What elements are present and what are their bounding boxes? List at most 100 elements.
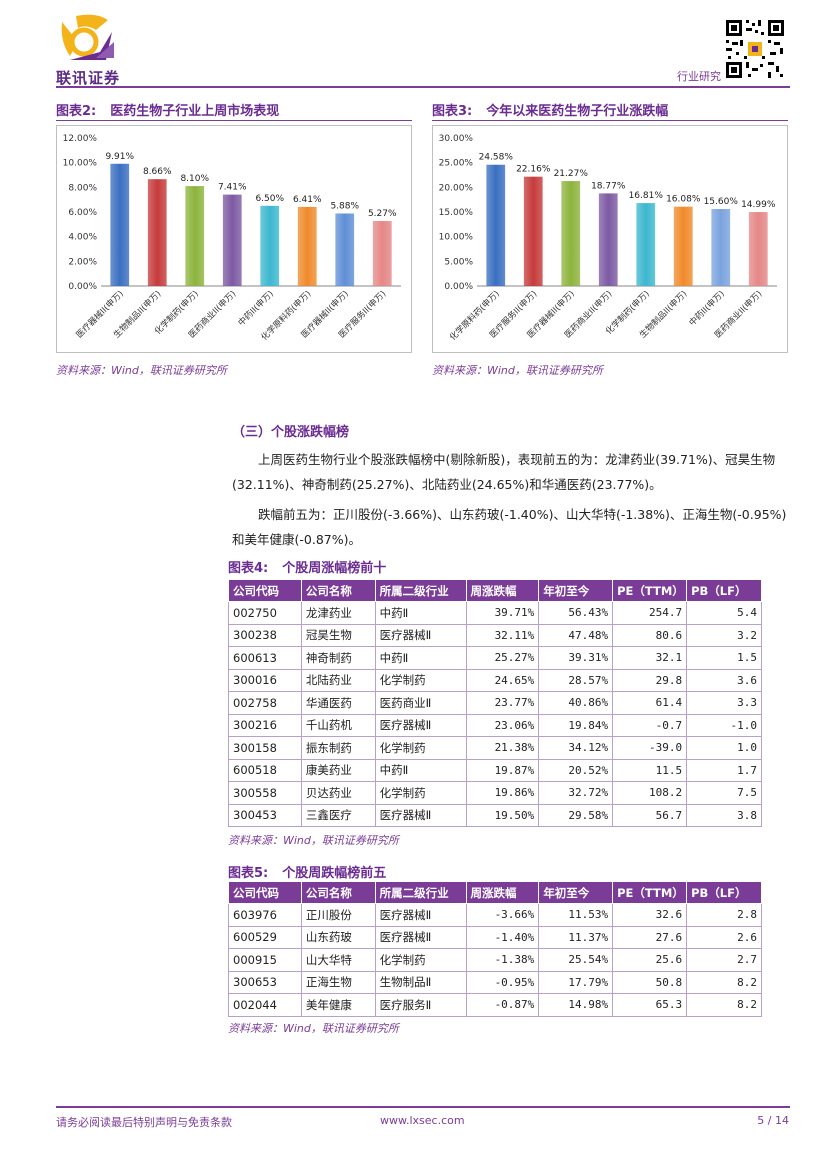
section3-paragraph1: 上周医药生物行业个股涨跌幅榜中(剔除新股)，表现前五的为：龙津药业(39.71%… bbox=[232, 452, 776, 492]
table-cell: 24.65% bbox=[465, 668, 540, 692]
table-cell: 27.6 bbox=[612, 925, 688, 949]
table-cell: 正海生物 bbox=[300, 970, 376, 994]
data-label: 9.91% bbox=[105, 152, 134, 162]
figure4-title-text: 个股周涨幅榜前十 bbox=[282, 561, 387, 576]
bar bbox=[222, 194, 242, 286]
data-label: 6.50% bbox=[255, 194, 284, 204]
footer-page-number: 5 / 14 bbox=[757, 1114, 789, 1127]
data-label: 16.81% bbox=[629, 191, 664, 201]
table-cell: 300216 bbox=[228, 713, 302, 737]
column-header: PB（LF） bbox=[686, 881, 762, 904]
table-cell: 19.86% bbox=[465, 781, 540, 805]
data-label: 14.99% bbox=[741, 200, 776, 210]
data-label: 7.41% bbox=[218, 183, 247, 193]
figure5-number: 图表5: bbox=[228, 866, 269, 881]
table-cell: 600529 bbox=[228, 925, 302, 949]
table-cell: 19.87% bbox=[465, 758, 540, 782]
table-cell: -1.40% bbox=[465, 925, 540, 949]
bar-chart-svg: 0.00% 2.00% 4.00% 6.00% 8.00% 10.00% 12.00% 9.9… bbox=[63, 134, 401, 343]
figure4-number: 图表4: bbox=[228, 561, 269, 576]
table-cell: 56.7 bbox=[612, 803, 688, 827]
table-cell: 医疗服务Ⅱ bbox=[374, 993, 467, 1017]
bar bbox=[110, 163, 130, 286]
figure3-chart: 0.00% 5.00% 10.00% 15.00% 20.00% 25.00% 30.00%… bbox=[432, 125, 788, 353]
table-header-row: 公司代码 公司名称 所属二级行业 周涨跌幅 年初至今 PE（TTM） PB（LF） bbox=[228, 579, 762, 602]
table-cell: 山东药玻 bbox=[300, 925, 376, 949]
y-tick-label: 30.00% bbox=[439, 134, 474, 144]
table-cell: -3.66% bbox=[465, 903, 540, 927]
table-cell: 正川股份 bbox=[300, 903, 376, 927]
table-row: 000915 山大华特 化学制药 -1.38% 25.54% 25.6 2.7 bbox=[228, 948, 762, 972]
data-label: 5.88% bbox=[330, 201, 359, 211]
table-cell: 3.8 bbox=[686, 803, 762, 827]
table-cell: 28.57% bbox=[538, 668, 614, 692]
table-cell: 三鑫医疗 bbox=[300, 803, 376, 827]
column-header: 公司名称 bbox=[300, 579, 376, 602]
table-row: 600529 山东药玻 医疗器械Ⅱ -1.40% 11.37% 27.6 2.6 bbox=[228, 925, 762, 949]
table-cell: 化学制药 bbox=[374, 948, 467, 972]
table-cell: 300016 bbox=[228, 668, 302, 692]
figure2-title: 图表2: 医药生物子行业上周市场表现 bbox=[56, 100, 279, 119]
y-tick-label: 10.00% bbox=[439, 233, 474, 243]
table-cell: 47.48% bbox=[538, 623, 614, 647]
data-label: 24.58% bbox=[479, 153, 514, 163]
table-cell: 11.53% bbox=[538, 903, 614, 927]
table-cell: -0.95% bbox=[465, 970, 540, 994]
table-cell: 医疗器械Ⅱ bbox=[374, 713, 467, 737]
column-header: 年初至今 bbox=[538, 579, 614, 602]
x-tick-label: 中药II(申万) bbox=[236, 288, 276, 328]
table-cell: 2.6 bbox=[686, 925, 762, 949]
table-cell: 化学制药 bbox=[374, 668, 467, 692]
footer-disclaimer: 请务必阅读最后特别声明与免责条款 bbox=[56, 1116, 232, 1129]
data-label: 22.16% bbox=[516, 165, 551, 175]
table-cell: 11.37% bbox=[538, 925, 614, 949]
table-cell: 化学制药 bbox=[374, 736, 467, 760]
bar bbox=[748, 212, 768, 286]
table-cell: 华通医药 bbox=[300, 691, 376, 715]
table-cell: 300453 bbox=[228, 803, 302, 827]
y-tick-label: 6.00% bbox=[68, 208, 97, 218]
table-cell: 108.2 bbox=[612, 781, 688, 805]
column-header: 公司名称 bbox=[300, 881, 376, 904]
table-row: 002044 美年健康 医疗服务Ⅱ -0.87% 14.98% 65.3 8.2 bbox=[228, 993, 762, 1017]
y-tick-label: 0.00% bbox=[68, 282, 97, 292]
table-cell: 医疗器械Ⅱ bbox=[374, 803, 467, 827]
y-tick-label: 25.00% bbox=[439, 159, 474, 169]
table-cell: 32.72% bbox=[538, 781, 614, 805]
table-cell: -0.7 bbox=[612, 713, 688, 737]
table-cell: 300158 bbox=[228, 736, 302, 760]
bar bbox=[636, 203, 656, 286]
table-cell: 11.5 bbox=[612, 758, 688, 782]
table-cell: 医疗器械Ⅱ bbox=[374, 623, 467, 647]
figure3-rule bbox=[432, 120, 788, 121]
data-label: 8.66% bbox=[143, 167, 172, 177]
bottom5-losers-table: 公司代码 公司名称 所属二级行业 周涨跌幅 年初至今 PE（TTM） PB（LF） 6039… bbox=[228, 881, 762, 1017]
footer-website-link[interactable]: www.lxsec.com bbox=[380, 1114, 465, 1127]
bar bbox=[372, 221, 392, 286]
figure3-source: 资料来源：Wind，联讯证券研究所 bbox=[432, 364, 603, 377]
table-cell: 32.6 bbox=[612, 903, 688, 927]
bar-chart-svg: 0.00% 5.00% 10.00% 15.00% 20.00% 25.00% 30.00%… bbox=[439, 134, 777, 343]
figure5-source: 资料来源：Wind，联讯证券研究所 bbox=[228, 1022, 399, 1035]
figure5-title-text: 个股周跌幅榜前五 bbox=[282, 866, 387, 881]
table-cell: 600613 bbox=[228, 646, 302, 670]
figure2-title-text: 医药生物子行业上周市场表现 bbox=[110, 104, 280, 119]
table-cell: 39.31% bbox=[538, 646, 614, 670]
column-header: 周涨跌幅 bbox=[465, 579, 540, 602]
data-label: 21.27% bbox=[554, 169, 589, 179]
table-row: 603976 正川股份 医疗器械Ⅱ -3.66% 11.53% 32.6 2.8 bbox=[228, 903, 762, 927]
table-row: 300653 正海生物 生物制品Ⅱ -0.95% 17.79% 50.8 8.2 bbox=[228, 970, 762, 994]
section-label: 行业研究 bbox=[677, 70, 721, 83]
table-cell: 300653 bbox=[228, 970, 302, 994]
table-cell: 生物制品Ⅱ bbox=[374, 970, 467, 994]
qr-code-icon bbox=[724, 18, 786, 80]
bar bbox=[711, 209, 731, 286]
table-cell: 化学制药 bbox=[374, 781, 467, 805]
table-cell: 中药Ⅱ bbox=[374, 601, 467, 625]
column-header: PE（TTM） bbox=[612, 579, 688, 602]
table-cell: 600518 bbox=[228, 758, 302, 782]
table-cell: 贝达药业 bbox=[300, 781, 376, 805]
figure3-number: 图表3: bbox=[432, 104, 473, 119]
column-header: 所属二级行业 bbox=[374, 579, 467, 602]
figure4-title: 图表4: 个股周涨幅榜前十 bbox=[228, 557, 386, 576]
